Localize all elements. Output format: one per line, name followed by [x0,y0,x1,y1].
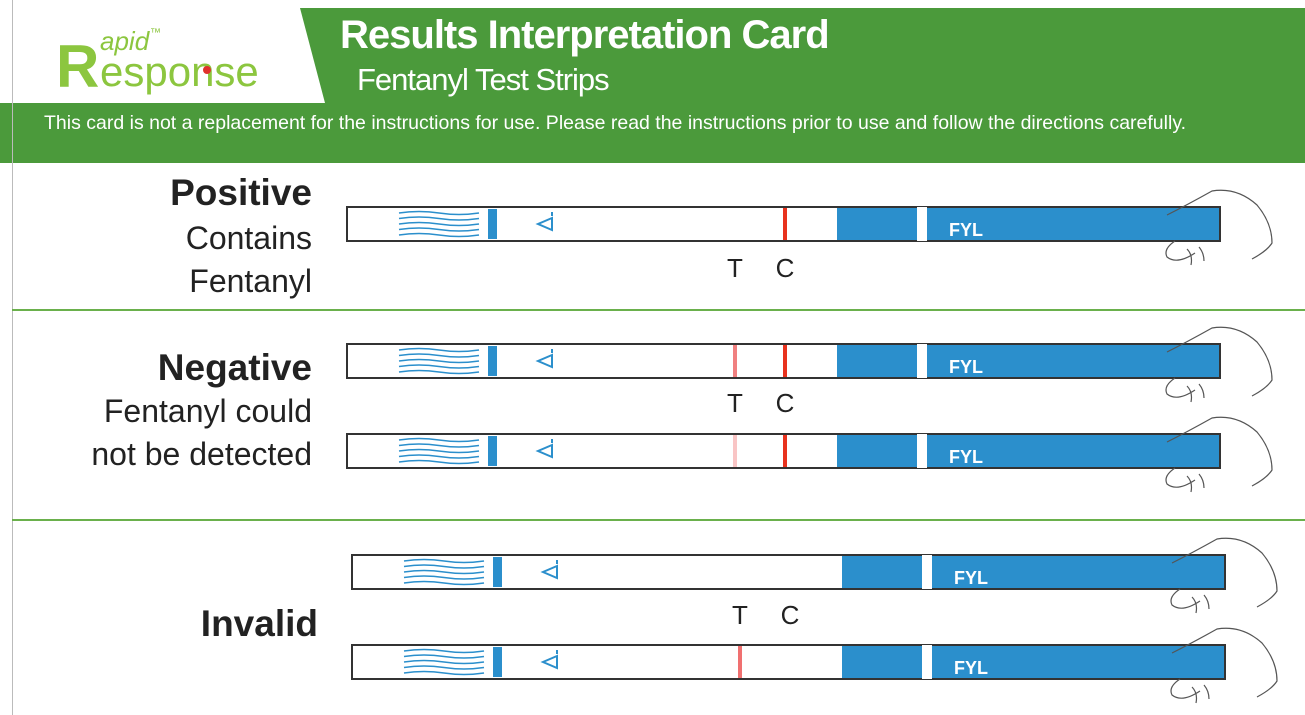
strip-bar [493,647,502,677]
subtitle: Fentanyl Test Strips [357,62,609,97]
strip-gap [922,555,932,589]
title: Results Interpretation Card [340,13,829,57]
section-heading: Invalid [201,603,318,644]
test-strip: FYL [352,538,1277,613]
strip-gap [917,344,927,378]
strip-label: FYL [949,357,983,377]
strip-gap [917,207,927,241]
notice: This card is not a replacement for the i… [44,110,1294,136]
test-line [733,345,737,377]
section-description: Fentanyl [189,263,312,299]
section-description: not be detected [91,436,312,472]
test-strip: FYL [352,628,1277,703]
test-line [738,646,742,678]
card: R apid ™ esponse Results Interpretation … [0,0,1305,715]
strip-pad [837,435,1219,467]
strip-gap [917,434,927,468]
test-line [733,435,737,467]
control-line [783,435,787,467]
card-edge [12,0,13,715]
strip-pad [842,646,1224,678]
section-description: Fentanyl could [104,393,312,429]
strip-bar [488,209,497,239]
c-label: C [781,600,800,630]
test-strip: FYL [347,417,1272,492]
strip-pad [837,208,1219,240]
strip-bar [488,436,497,466]
logo-initial: R [56,33,99,100]
t-label: T [727,253,743,283]
test-strip: FYL [347,190,1272,265]
strip-bar [488,346,497,376]
t-label: T [732,600,748,630]
strip-label: FYL [954,568,988,588]
strip-bar [493,557,502,587]
strip-label: FYL [949,447,983,467]
section-heading: Negative [158,347,312,388]
control-line [783,345,787,377]
strip-label: FYL [949,220,983,240]
logo-trademark: ™ [150,27,161,39]
card-graphic: R apid ™ esponse Results Interpretation … [0,0,1305,715]
strip-label: FYL [954,658,988,678]
t-label: T [727,388,743,418]
c-label: C [776,388,795,418]
logo-rest: esponse [100,48,259,95]
section-heading: Positive [170,172,312,213]
test-strip: FYL [347,327,1272,402]
section-description: Contains [186,220,312,256]
c-label: C [776,253,795,283]
logo-dot [203,66,211,74]
control-line [783,208,787,240]
strip-gap [922,645,932,679]
strip-pad [842,556,1224,588]
strip-pad [837,345,1219,377]
